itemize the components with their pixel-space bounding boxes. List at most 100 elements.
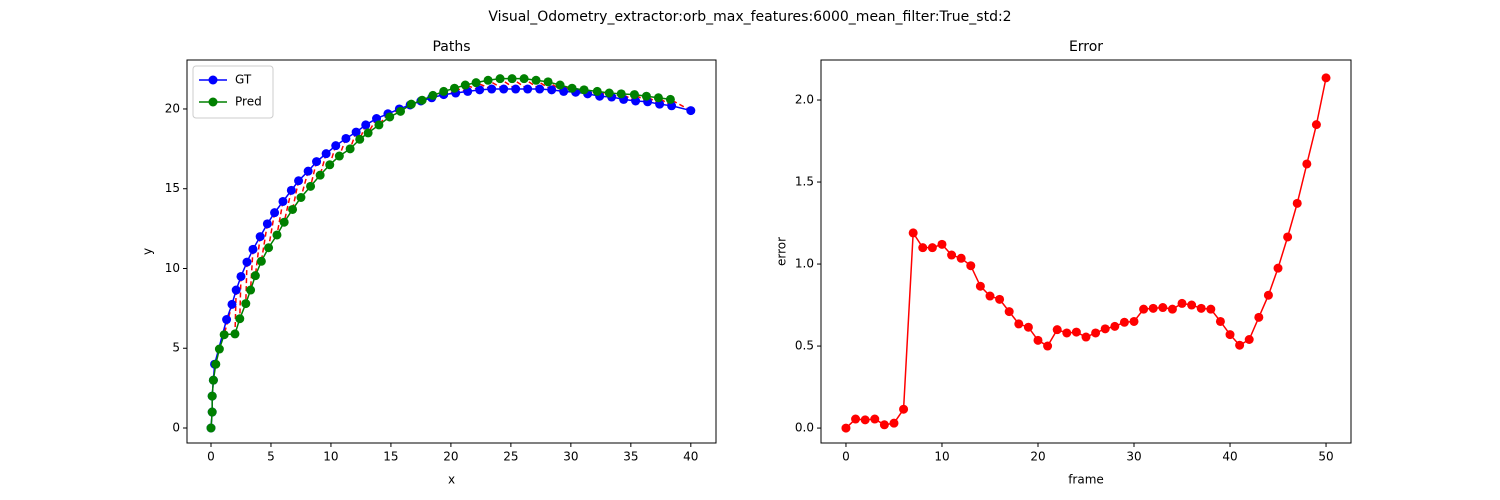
x-axis-label: x: [448, 473, 455, 487]
point: [966, 261, 976, 271]
legend-marker: [208, 97, 218, 107]
point: [555, 80, 565, 90]
point: [321, 149, 331, 159]
point: [206, 423, 216, 433]
x-tick-label: 0: [842, 450, 850, 464]
point: [1043, 341, 1053, 351]
y-tick-label: 15: [165, 181, 180, 195]
point: [241, 299, 251, 309]
x-tick-label: 15: [383, 450, 398, 464]
point: [1215, 316, 1225, 326]
point: [331, 141, 341, 151]
point: [604, 88, 614, 98]
point: [294, 176, 304, 186]
point: [1292, 198, 1302, 208]
point: [1062, 328, 1072, 338]
point: [499, 84, 509, 94]
point: [1052, 325, 1062, 335]
point: [579, 85, 589, 95]
point: [879, 420, 889, 430]
point: [242, 257, 252, 267]
x-tick-label: 20: [443, 450, 458, 464]
point: [1014, 319, 1024, 329]
error-connector: [276, 201, 284, 236]
point: [665, 94, 675, 104]
point: [312, 157, 322, 167]
point: [947, 250, 957, 260]
point: [927, 243, 937, 253]
point: [487, 84, 497, 94]
y-tick-label: 2.0: [795, 93, 814, 107]
y-tick-label: 1.0: [795, 257, 814, 271]
point: [1254, 312, 1264, 322]
point: [315, 170, 325, 180]
point: [428, 90, 438, 100]
point: [1167, 304, 1177, 314]
x-tick-label: 40: [1222, 450, 1237, 464]
point: [231, 285, 241, 295]
x-tick-label: 30: [563, 450, 578, 464]
x-tick-label: 35: [623, 450, 638, 464]
point: [908, 228, 918, 238]
point: [222, 315, 232, 325]
point: [995, 294, 1005, 304]
point: [889, 418, 899, 428]
point: [1244, 334, 1254, 344]
axes-title: Paths: [432, 39, 470, 55]
point: [351, 127, 361, 137]
point: [296, 193, 306, 203]
point: [1235, 340, 1245, 350]
point: [956, 253, 966, 263]
point: [616, 89, 626, 99]
point: [306, 181, 316, 191]
point: [341, 133, 351, 143]
y-tick-label: 1.5: [795, 175, 814, 189]
error-connector: [267, 212, 276, 248]
point: [211, 359, 221, 369]
point: [937, 239, 947, 249]
point: [1033, 335, 1043, 345]
point: [531, 75, 541, 85]
error-connector: [260, 223, 269, 262]
point: [250, 271, 260, 281]
point: [475, 85, 485, 95]
point: [262, 219, 272, 229]
figure-title: Visual_Odometry_extractor:orb_max_featur…: [488, 9, 1011, 25]
error-connector: [223, 304, 233, 335]
point: [1283, 232, 1293, 242]
x-tick-label: 5: [267, 450, 275, 464]
x-tick-label: 40: [683, 450, 698, 464]
point: [592, 86, 602, 96]
x-tick-label: 20: [1030, 450, 1045, 464]
point: [1321, 73, 1331, 83]
error-connector: [239, 276, 242, 319]
x-tick-label: 0: [207, 450, 215, 464]
point: [374, 120, 384, 130]
error-connector: [283, 190, 293, 223]
point: [208, 375, 218, 385]
x-tick-label: 50: [1318, 450, 1333, 464]
point: [535, 84, 545, 94]
point: [1148, 303, 1158, 313]
point: [227, 299, 237, 309]
error-connector: [249, 249, 254, 291]
point: [1023, 322, 1033, 332]
point: [1302, 159, 1312, 169]
y-tick-label: 10: [165, 261, 180, 275]
y-tick-label: 0.0: [795, 421, 814, 435]
point: [1081, 332, 1091, 342]
point: [406, 99, 416, 109]
error-connector: [254, 236, 261, 276]
point: [334, 151, 344, 161]
point: [686, 106, 696, 116]
point: [543, 77, 553, 87]
point: [230, 329, 240, 339]
point: [841, 423, 851, 433]
point: [1119, 317, 1129, 327]
point: [547, 85, 557, 95]
point: [985, 291, 995, 301]
point: [523, 84, 533, 94]
point: [1263, 290, 1273, 300]
point: [1273, 263, 1283, 273]
point: [355, 134, 365, 144]
